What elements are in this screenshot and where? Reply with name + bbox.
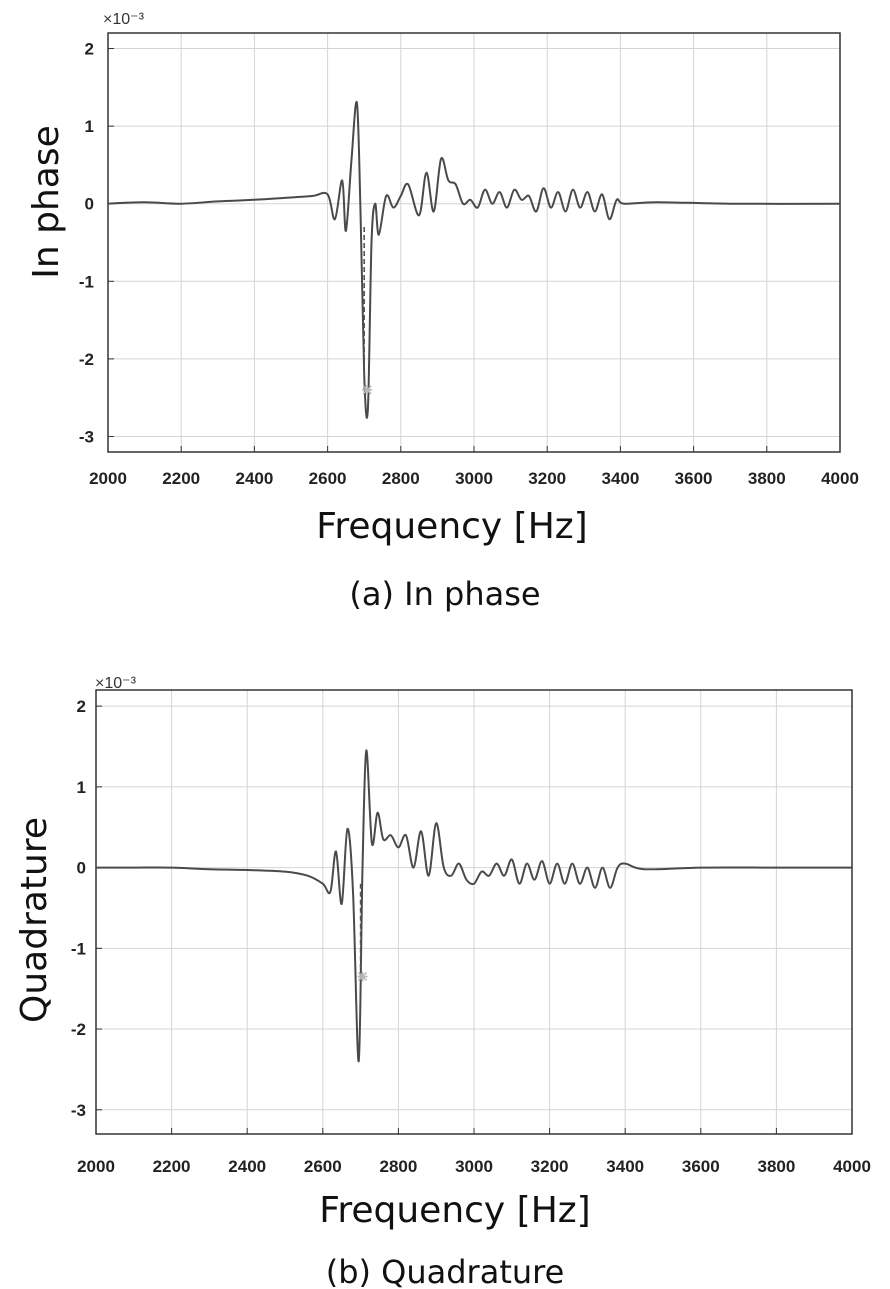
exponent-label-b: ×10⁻³ <box>95 675 137 692</box>
x-tick-label: 3800 <box>757 1157 795 1176</box>
plot-area-a <box>107 100 841 419</box>
y-tick-label: 0 <box>77 859 86 878</box>
x-tick-label: 2800 <box>382 469 420 488</box>
y-tick-label: 2 <box>77 697 86 716</box>
x-tick-label: 4000 <box>821 469 859 488</box>
asterisk-marker <box>357 971 368 982</box>
y-ticks-a: 2 1 0 -1 -2 -3 <box>79 40 114 446</box>
x-tick-label: 2600 <box>304 1157 342 1176</box>
x-tick-label: 3800 <box>748 469 786 488</box>
y-tick-label: 0 <box>85 195 94 214</box>
y-tick-label: 2 <box>85 40 94 59</box>
x-tick-label: 2400 <box>228 1157 266 1176</box>
x-axis-label-b: Frequency [Hz] <box>319 1190 590 1231</box>
y-tick-label: -2 <box>79 350 94 369</box>
y-tick-label: -2 <box>71 1020 86 1039</box>
y-axis-label-a: In phase <box>26 125 67 279</box>
x-tick-label: 3200 <box>528 469 566 488</box>
panel-in-phase: 2000 2200 2400 2600 2800 3000 3200 3400 3600 3800… <box>26 11 859 613</box>
caption-b: (b) Quadrature <box>326 1253 565 1289</box>
x-ticks-a: 2000 2200 2400 2600 2800 3000 3200 3400 3600 3800… <box>89 446 859 488</box>
x-tick-label: 3400 <box>601 469 639 488</box>
x-tick-label: 2000 <box>77 1157 115 1176</box>
grid-b <box>95 690 853 1134</box>
plot-area-b <box>95 749 852 1063</box>
x-tick-label: 3000 <box>455 1157 493 1176</box>
caption-a: (a) In phase <box>349 575 540 613</box>
grid-a <box>107 33 841 452</box>
x-tick-label: 3200 <box>531 1157 569 1176</box>
asterisk-marker <box>362 384 373 395</box>
y-tick-label: -3 <box>79 427 94 446</box>
x-tick-label: 2200 <box>162 469 200 488</box>
y-tick-label: 1 <box>85 117 94 136</box>
x-tick-label: 2200 <box>153 1157 191 1176</box>
x-tick-label: 4000 <box>833 1157 871 1176</box>
series-line <box>95 749 852 1063</box>
x-ticks-b: 2000 2200 2400 2600 2800 3000 3200 3400 3600 3800… <box>77 1128 871 1176</box>
x-tick-label: 2600 <box>309 469 347 488</box>
panel-quadrature: 2000 2200 2400 2600 2800 3000 3200 3400 3600 3800… <box>14 675 871 1289</box>
y-axis-label-b: Quadrature <box>14 817 55 1023</box>
x-tick-label: 3600 <box>682 1157 720 1176</box>
y-tick-label: 1 <box>77 778 86 797</box>
y-tick-label: -3 <box>71 1101 86 1120</box>
series-line <box>107 100 841 419</box>
y-ticks-b: 2 1 0 -1 -2 -3 <box>71 697 102 1120</box>
x-tick-label: 2400 <box>235 469 273 488</box>
x-tick-label: 3000 <box>455 469 493 488</box>
exponent-label-a: ×10⁻³ <box>103 11 145 28</box>
x-tick-label: 3600 <box>675 469 713 488</box>
y-tick-label: -1 <box>79 272 94 291</box>
x-tick-label: 2800 <box>379 1157 417 1176</box>
x-tick-label: 3400 <box>606 1157 644 1176</box>
x-tick-label: 2000 <box>89 469 127 488</box>
x-axis-label-a: Frequency [Hz] <box>316 506 587 547</box>
y-tick-label: -1 <box>71 939 86 958</box>
